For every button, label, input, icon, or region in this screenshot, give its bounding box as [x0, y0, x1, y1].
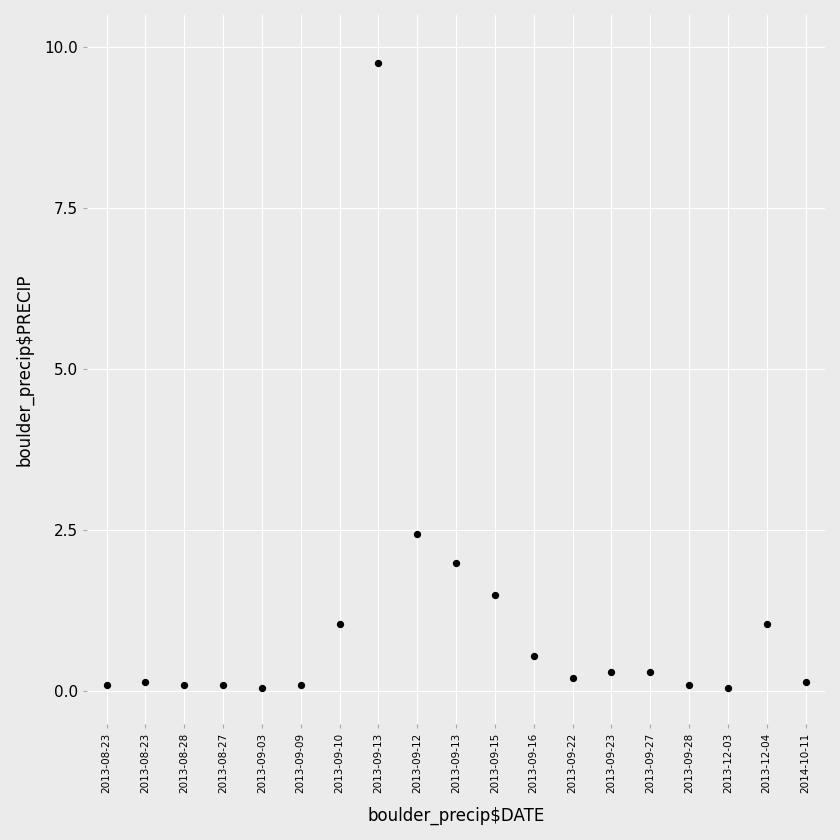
- Point: [722, 681, 735, 695]
- Point: [294, 678, 307, 691]
- Point: [100, 678, 113, 691]
- Point: [411, 527, 424, 540]
- Point: [217, 678, 230, 691]
- Y-axis label: boulder_precip$PRECIP: boulder_precip$PRECIP: [15, 273, 34, 465]
- Point: [139, 675, 152, 689]
- Point: [371, 56, 385, 70]
- Point: [255, 681, 269, 695]
- Point: [605, 665, 618, 679]
- Point: [799, 675, 812, 689]
- Point: [177, 678, 191, 691]
- Point: [488, 588, 501, 601]
- Point: [643, 665, 657, 679]
- Point: [682, 678, 696, 691]
- Point: [449, 556, 463, 570]
- Point: [760, 617, 774, 631]
- Point: [527, 649, 540, 663]
- Point: [333, 617, 346, 631]
- Point: [566, 672, 580, 685]
- X-axis label: boulder_precip$DATE: boulder_precip$DATE: [367, 806, 544, 825]
